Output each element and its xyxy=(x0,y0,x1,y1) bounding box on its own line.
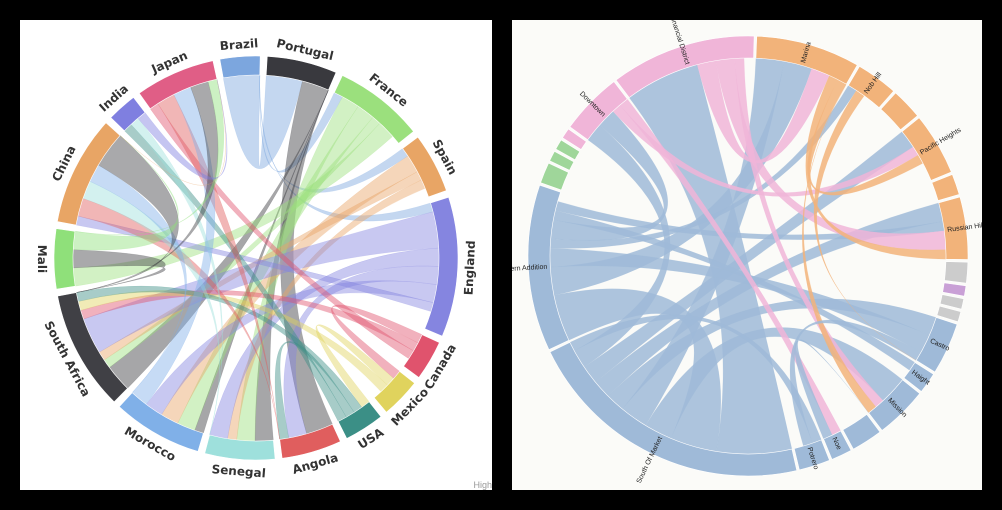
arc-brazil[interactable] xyxy=(219,55,261,79)
label-western-addition: Western Addition xyxy=(512,264,548,274)
arc-group-21[interactable] xyxy=(562,128,587,150)
arc-usa[interactable] xyxy=(337,401,382,439)
arc-noe[interactable] xyxy=(823,430,852,460)
group-arcs xyxy=(527,35,969,477)
arc-group-6[interactable] xyxy=(944,261,969,284)
label-noe: Noe xyxy=(830,436,842,451)
arc-group-20[interactable] xyxy=(555,139,581,161)
arc-group-9[interactable] xyxy=(936,305,962,323)
arc-south-of-market[interactable] xyxy=(549,342,798,477)
arc-group-4[interactable] xyxy=(931,174,960,201)
label-mali: Mali xyxy=(35,245,49,273)
arc-spain[interactable] xyxy=(402,136,447,198)
arc-russian-hill[interactable] xyxy=(938,196,969,260)
arc-portugal[interactable] xyxy=(265,55,337,91)
arc-india[interactable] xyxy=(110,96,146,132)
arc-senegal[interactable] xyxy=(204,434,276,461)
arc-south-africa[interactable] xyxy=(57,292,128,403)
arc-group-7[interactable] xyxy=(942,282,967,297)
arc-potrero[interactable] xyxy=(793,439,830,471)
arc-morocco[interactable] xyxy=(118,392,204,452)
arc-japan[interactable] xyxy=(138,60,218,110)
label-england: England xyxy=(462,240,478,295)
label-brazil: Brazil xyxy=(219,36,258,53)
ribbon-nob-hill-to-castro[interactable] xyxy=(813,89,917,361)
arc-group-19[interactable] xyxy=(549,150,575,171)
chord-svg-countries: Brazil PortugalFranceSpainEnglandCanadaMe… xyxy=(35,36,478,480)
chart-credit[interactable]: High xyxy=(473,480,492,490)
chord-chart-neighborhoods: Marina Nob Hill Pacific Heights Russian Hil… xyxy=(512,20,982,490)
arc-china[interactable] xyxy=(56,122,121,226)
ribbon-india-to-japan[interactable] xyxy=(137,79,228,180)
arc-financial-district[interactable] xyxy=(615,35,755,99)
arc-haight[interactable] xyxy=(903,362,934,392)
arc-castro[interactable] xyxy=(915,317,958,373)
arc-downtown[interactable] xyxy=(569,81,628,141)
arc-canada[interactable] xyxy=(403,334,440,378)
arc-mission[interactable] xyxy=(868,379,921,431)
arc-group-2[interactable] xyxy=(880,92,918,131)
arc-group-18[interactable] xyxy=(540,162,569,191)
arc-group-13[interactable] xyxy=(842,413,881,450)
arc-mexico[interactable] xyxy=(373,370,415,413)
chord-chart-countries: Brazil Portugal France Spain England Canada Me… xyxy=(20,20,492,490)
arc-western-addition[interactable] xyxy=(527,184,570,351)
arc-marina[interactable] xyxy=(755,35,858,85)
label-senegal: Senegal xyxy=(211,462,266,480)
arc-group-8[interactable] xyxy=(939,294,965,310)
arc-england[interactable] xyxy=(424,196,459,337)
arc-mali[interactable] xyxy=(53,228,76,290)
arc-france[interactable] xyxy=(333,75,414,144)
ribbons xyxy=(549,57,947,455)
ribbons xyxy=(72,74,440,442)
arc-angola[interactable] xyxy=(279,423,341,459)
arc-nob-hill[interactable] xyxy=(847,65,895,109)
group-arcs xyxy=(53,55,459,461)
ribbon-mali-to-china[interactable] xyxy=(72,135,179,251)
label-russian-hill: Russian Hill xyxy=(947,222,982,234)
arc-pacific-heights[interactable] xyxy=(901,117,952,181)
